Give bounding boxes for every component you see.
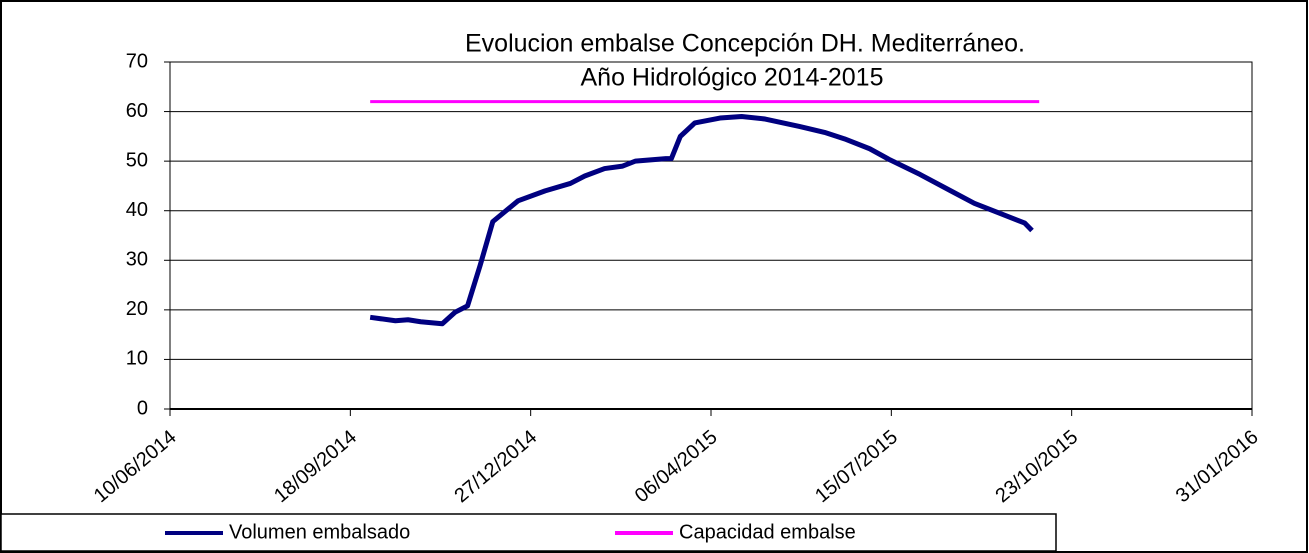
chart-title: Año Hidrológico 2014-2015 bbox=[581, 64, 884, 92]
legend-label: Volumen embalsado bbox=[229, 521, 410, 543]
y-tick-label: 0 bbox=[137, 397, 148, 419]
y-tick-label: 30 bbox=[126, 249, 148, 271]
series-line bbox=[369, 114, 1034, 327]
y-tick-label: 60 bbox=[126, 100, 148, 122]
legend-label: Capacidad embalse bbox=[679, 521, 856, 543]
y-tick-label: 20 bbox=[126, 298, 148, 320]
y-tick-label: 40 bbox=[126, 199, 148, 221]
y-tick-label: 70 bbox=[126, 50, 148, 72]
y-tick-label: 50 bbox=[126, 149, 148, 171]
chart-title: Evolucion embalse Concepción DH. Mediter… bbox=[465, 30, 1025, 58]
legend bbox=[0, 513, 1057, 552]
y-tick-label: 10 bbox=[126, 348, 148, 370]
